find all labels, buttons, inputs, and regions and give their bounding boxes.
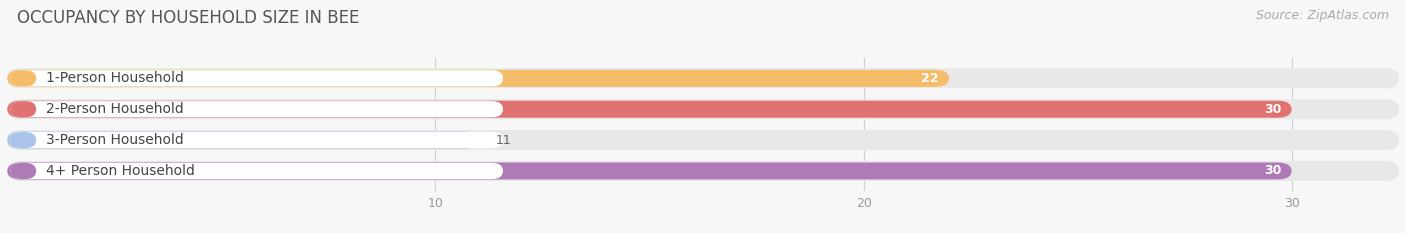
- FancyBboxPatch shape: [10, 70, 37, 86]
- FancyBboxPatch shape: [7, 132, 478, 149]
- FancyBboxPatch shape: [10, 101, 37, 117]
- Text: 1-Person Household: 1-Person Household: [45, 71, 183, 85]
- FancyBboxPatch shape: [10, 163, 37, 179]
- Text: OCCUPANCY BY HOUSEHOLD SIZE IN BEE: OCCUPANCY BY HOUSEHOLD SIZE IN BEE: [17, 9, 360, 27]
- FancyBboxPatch shape: [10, 132, 37, 148]
- FancyBboxPatch shape: [10, 101, 503, 117]
- FancyBboxPatch shape: [10, 132, 503, 148]
- Text: 3-Person Household: 3-Person Household: [45, 133, 183, 147]
- FancyBboxPatch shape: [7, 161, 1399, 181]
- FancyBboxPatch shape: [7, 68, 1399, 88]
- FancyBboxPatch shape: [7, 99, 1399, 119]
- FancyBboxPatch shape: [10, 70, 503, 86]
- Text: 2-Person Household: 2-Person Household: [45, 102, 183, 116]
- Text: Source: ZipAtlas.com: Source: ZipAtlas.com: [1256, 9, 1389, 22]
- Text: 30: 30: [1264, 103, 1281, 116]
- Text: 30: 30: [1264, 164, 1281, 178]
- FancyBboxPatch shape: [7, 101, 1292, 118]
- Text: 4+ Person Household: 4+ Person Household: [45, 164, 194, 178]
- Text: 22: 22: [921, 72, 939, 85]
- FancyBboxPatch shape: [7, 162, 1292, 179]
- Text: 11: 11: [495, 134, 510, 147]
- FancyBboxPatch shape: [7, 70, 949, 87]
- FancyBboxPatch shape: [7, 130, 1399, 150]
- FancyBboxPatch shape: [10, 163, 503, 179]
